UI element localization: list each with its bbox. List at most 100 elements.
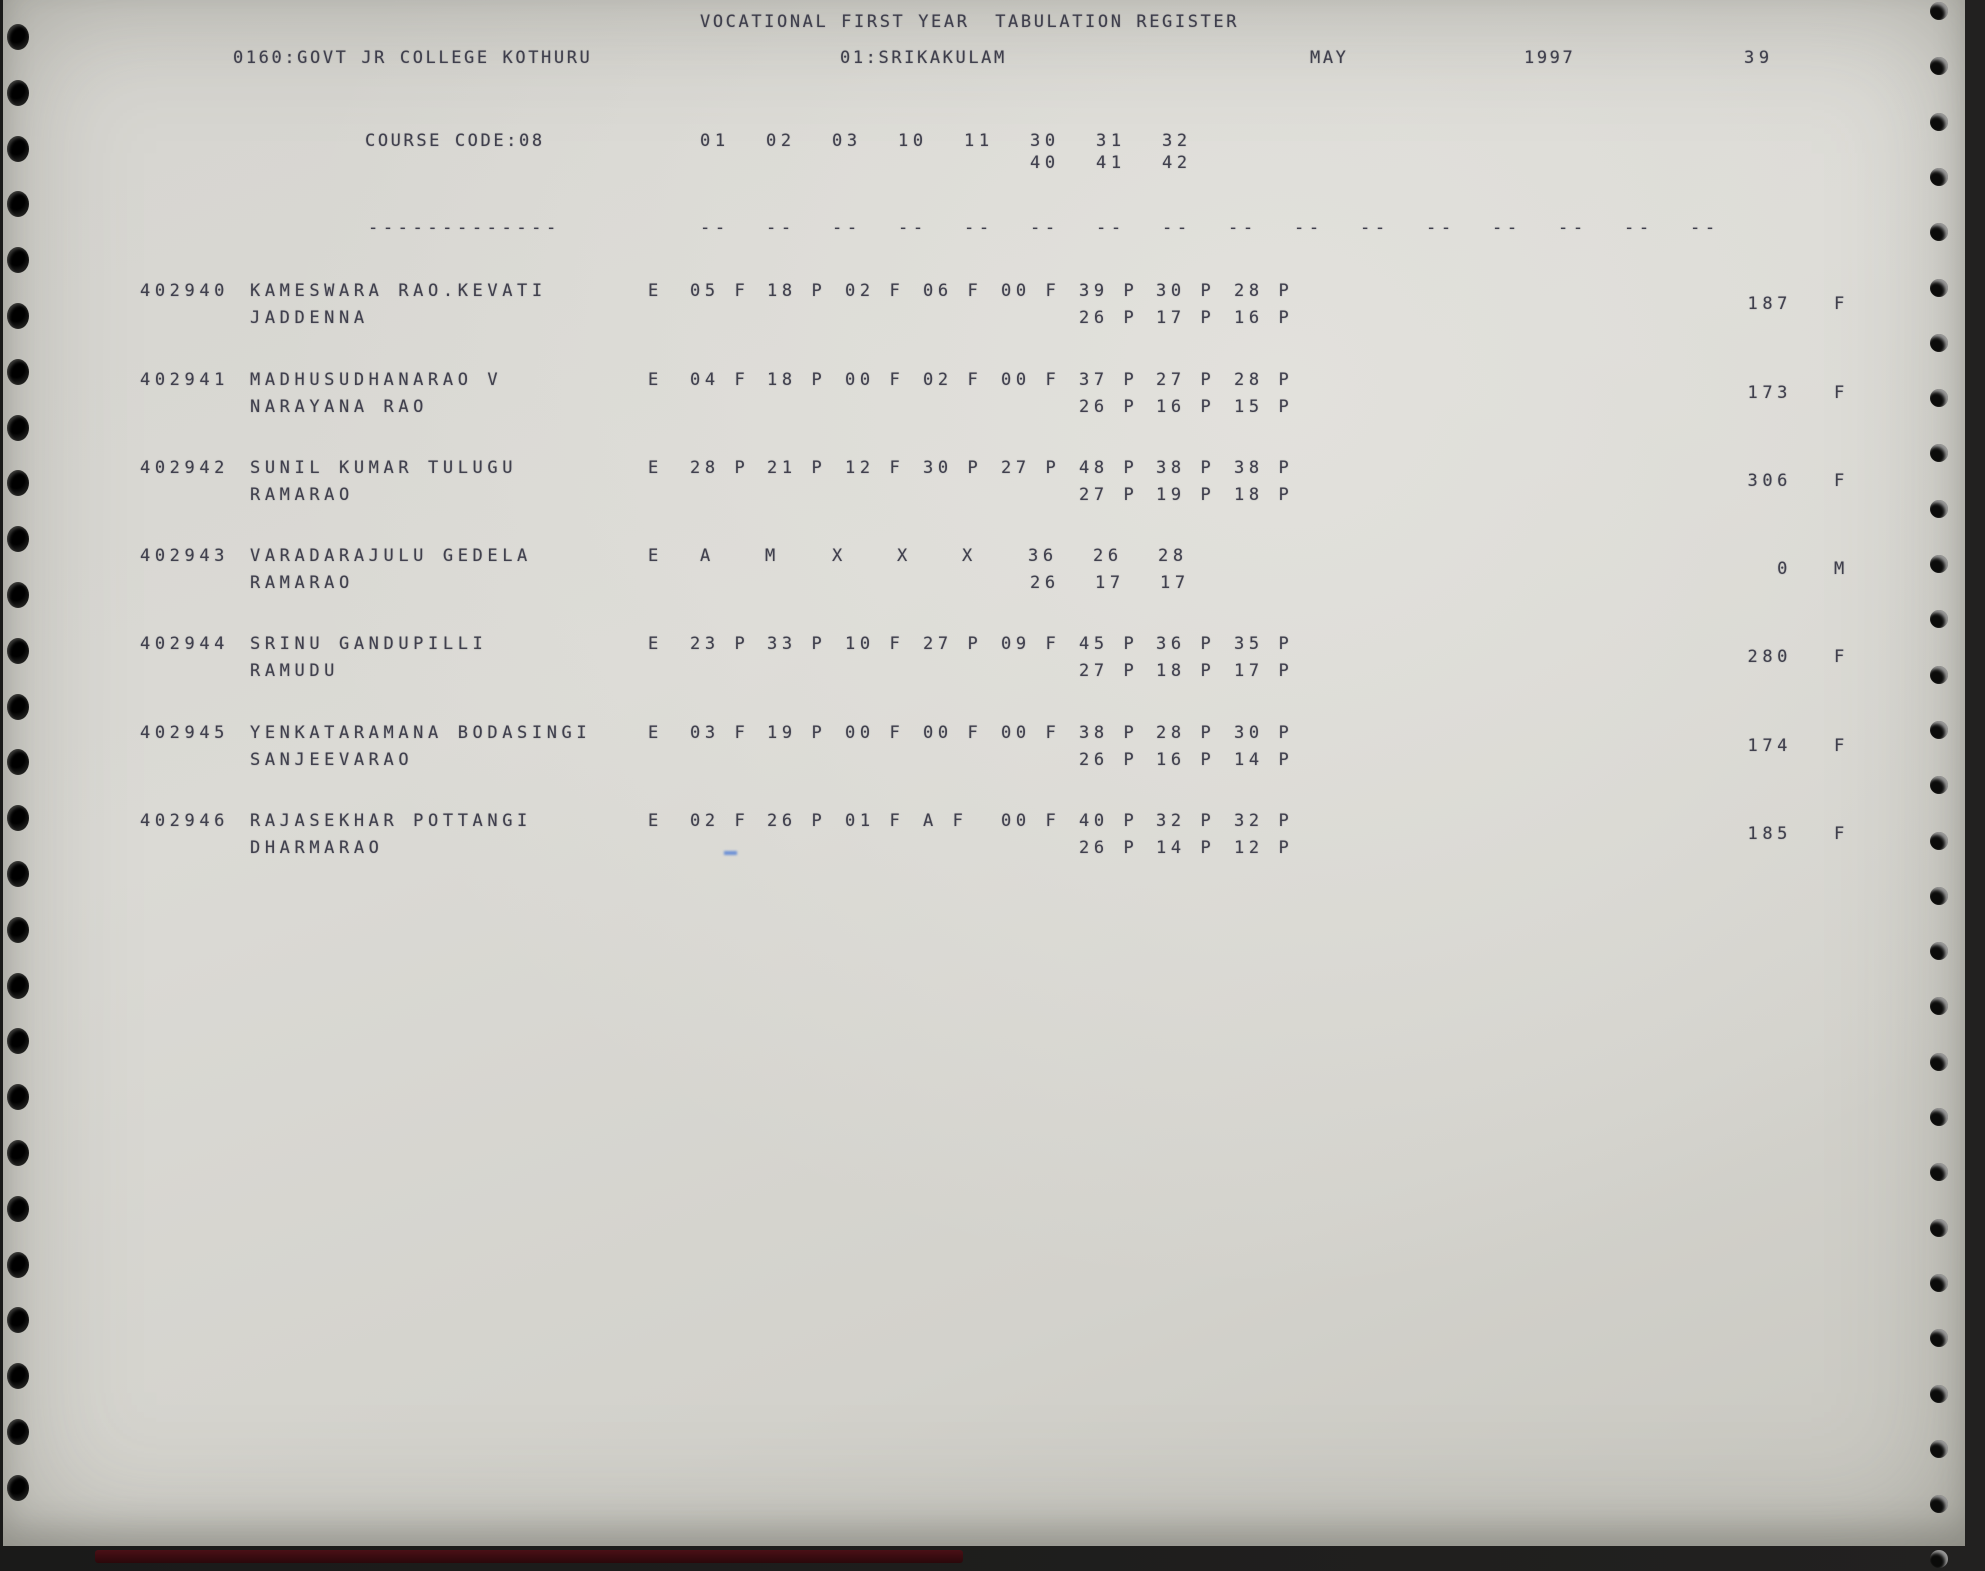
subject-column-header: 10 (898, 131, 928, 151)
mark-cell: 10 F (845, 634, 905, 654)
mark-cell: 02 F (690, 811, 750, 831)
punch-hole (1930, 1163, 1948, 1182)
mark-cell: 17 P (1156, 308, 1216, 328)
punch-hole (1930, 555, 1948, 573)
mark-cell: 23 P (690, 634, 750, 654)
medium-code: E (648, 458, 663, 478)
father-name: SANJEEVARAO (250, 750, 414, 770)
father-name: RAMUDU (250, 661, 340, 681)
punch-hole (7, 1084, 29, 1111)
student-row: 402943 VARADARAJULU GEDELA RAMARAO E A M… (0, 546, 1985, 608)
punch-hole (1930, 1052, 1948, 1071)
punch-hole (7, 1140, 29, 1166)
punch-hole (7, 749, 29, 776)
student-name: VARADARAJULU GEDELA (250, 546, 532, 566)
mark-cell: 28 (1158, 546, 1188, 566)
punch-hole (7, 414, 29, 441)
column-underline: -- (1492, 218, 1522, 238)
punch-hole (1930, 942, 1948, 961)
punch-hole (7, 805, 29, 832)
reg-no: 402940 (140, 281, 230, 301)
course-code-label: COURSE CODE:08 (365, 131, 545, 151)
total-marks: 306 (1747, 471, 1792, 491)
column-underline: -- (1228, 218, 1258, 238)
result-code: F (1834, 824, 1849, 844)
punch-hole (1930, 1273, 1948, 1292)
subject-column-header: 03 (832, 131, 862, 151)
mark-cell: M (765, 546, 780, 566)
punch-hole (1930, 886, 1948, 905)
punch-hole (7, 1251, 29, 1278)
result-code: F (1834, 647, 1849, 667)
mark-cell: 27 P (1001, 458, 1061, 478)
student-row: 402940 KAMESWARA RAO.KEVATI JADDENNA E 0… (0, 281, 1985, 343)
mark-cell: 14 P (1234, 750, 1294, 770)
mark-cell: 35 P (1234, 634, 1294, 654)
student-row: 402946 RAJASEKHAR POTTANGI DHARMARAO E 0… (0, 811, 1985, 873)
mark-cell: 00 F (845, 370, 905, 390)
total-marks: 174 (1747, 736, 1792, 756)
mark-cell: 28 P (690, 458, 750, 478)
column-underline: -- (1030, 218, 1060, 238)
subject-column-header: 30 (1030, 131, 1060, 151)
mark-cell: 15 P (1234, 397, 1294, 417)
punch-hole (1930, 1550, 1948, 1569)
punch-hole (1930, 1108, 1948, 1126)
column-underline: -- (1426, 218, 1456, 238)
mark-cell: 27 P (1156, 370, 1216, 390)
student-row: 402942 SUNIL KUMAR TULUGU RAMARAO E 28 P… (0, 458, 1985, 520)
mark-cell: 19 P (1156, 485, 1216, 505)
mark-cell: 17 P (1234, 661, 1294, 681)
mark-cell: 09 F (1001, 634, 1061, 654)
medium-code: E (648, 634, 663, 654)
column-underline: -- (1360, 218, 1390, 238)
exam-year: 1997 (1524, 48, 1576, 68)
column-underline: -- (700, 218, 730, 238)
column-underline: -- (1294, 218, 1324, 238)
reg-no: 402941 (140, 370, 230, 390)
mark-cell: 26 P (1079, 750, 1139, 770)
student-name: YENKATARAMANA BODASINGI (250, 723, 592, 743)
father-name: JADDENNA (250, 308, 369, 328)
punch-hole (7, 247, 29, 274)
column-underline: -- (1624, 218, 1654, 238)
mark-cell: 40 P (1079, 811, 1139, 831)
total-marks: 187 (1747, 294, 1792, 314)
mark-cell: 36 P (1156, 634, 1216, 654)
punch-hole (7, 637, 29, 664)
mark-cell: 16 P (1234, 308, 1294, 328)
mark-cell: 38 P (1156, 458, 1216, 478)
student-row: 402941 MADHUSUDHANARAO V NARAYANA RAO E … (0, 370, 1985, 432)
subject-column-header: 41 (1096, 153, 1126, 173)
bottom-edge-strip (95, 1550, 963, 1563)
mark-cell: 16 P (1156, 750, 1216, 770)
result-code: F (1834, 383, 1849, 403)
mark-cell: 04 F (690, 370, 750, 390)
punch-hole (1930, 499, 1948, 518)
mark-cell: 26 (1030, 573, 1060, 593)
mark-cell: 30 P (1234, 723, 1294, 743)
reg-no: 402946 (140, 811, 230, 831)
punch-hole (7, 1363, 29, 1390)
punch-hole (1930, 1439, 1948, 1458)
punch-hole (1930, 167, 1948, 186)
mark-cell: 03 F (690, 723, 750, 743)
punch-hole (7, 916, 29, 943)
father-name: DHARMARAO (250, 838, 384, 858)
student-name: MADHUSUDHANARAO V (250, 370, 503, 390)
student-name: KAMESWARA RAO.KEVATI (250, 281, 547, 301)
total-marks: 0 (1777, 559, 1792, 579)
punch-hole (1930, 278, 1948, 297)
mark-cell: 21 P (767, 458, 827, 478)
mark-cell: 28 P (1234, 370, 1294, 390)
punch-hole (1930, 444, 1948, 463)
subject-column-header: 11 (964, 131, 994, 151)
mark-cell: 16 P (1156, 397, 1216, 417)
medium-code: E (648, 546, 663, 566)
mark-cell: 33 P (767, 634, 827, 654)
column-underline: -- (1558, 218, 1588, 238)
page-number: 39 (1744, 48, 1774, 68)
mark-cell: 26 P (1079, 308, 1139, 328)
mark-cell: 30 P (923, 458, 983, 478)
